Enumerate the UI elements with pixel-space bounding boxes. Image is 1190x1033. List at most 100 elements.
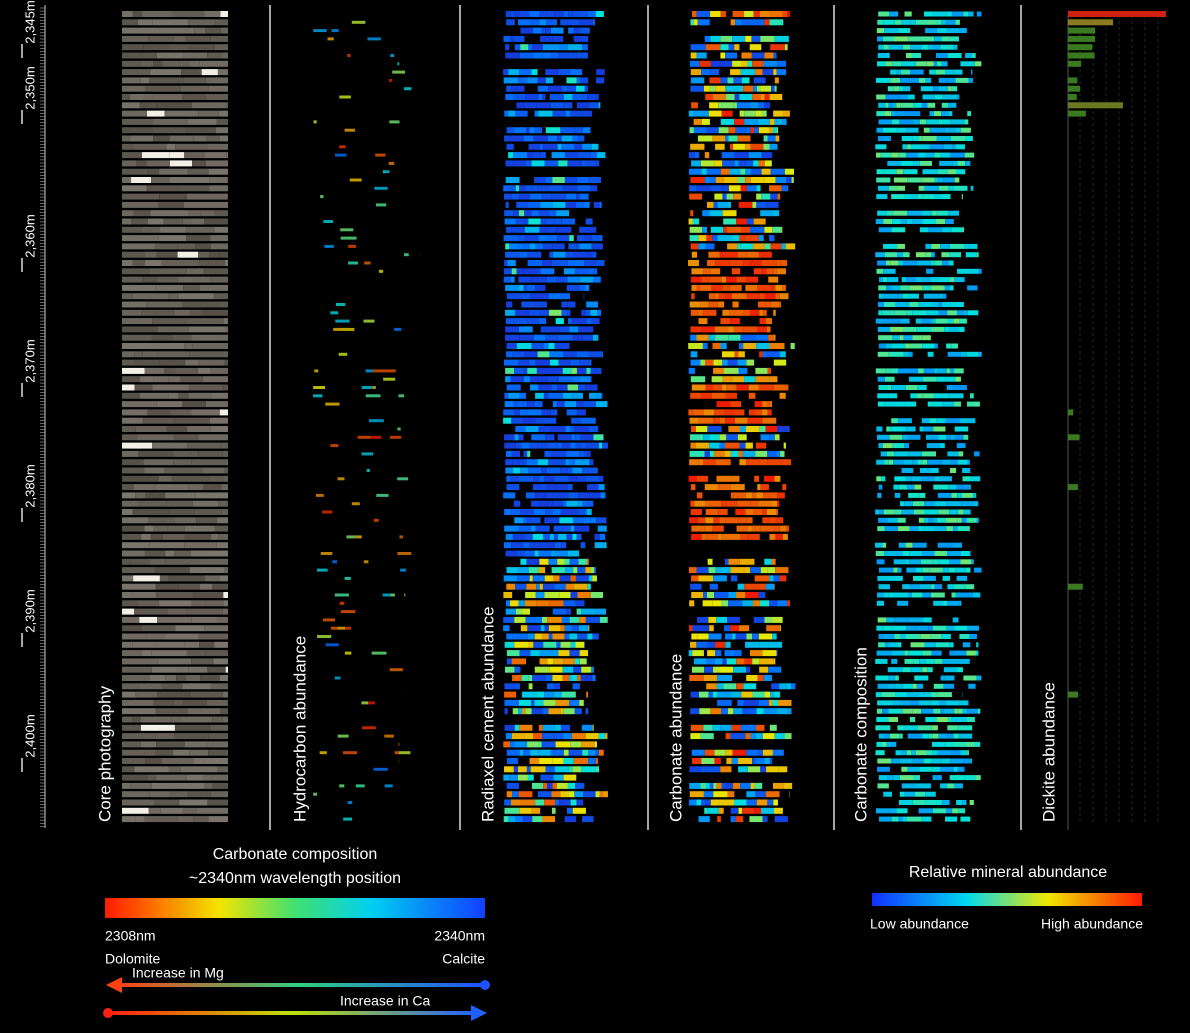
spectral-pixel xyxy=(876,476,881,481)
spectral-pixel xyxy=(586,219,593,225)
spectral-pixel xyxy=(544,451,550,457)
core-photo xyxy=(193,816,208,822)
spectral-pixel xyxy=(927,61,934,66)
core-photo xyxy=(170,791,188,797)
spectral-pixel xyxy=(577,77,581,83)
spectral-pixel xyxy=(573,351,577,357)
spectral-pixel xyxy=(576,202,583,208)
spectral-pixel xyxy=(934,153,940,158)
spectral-pixel xyxy=(914,103,922,108)
spectral-pixel xyxy=(516,202,528,208)
dickite-bar xyxy=(1068,44,1092,50)
spectral-pixel xyxy=(538,501,552,507)
spectral-pixel xyxy=(785,44,788,50)
spectral-pixel xyxy=(759,385,770,391)
spectral-pixel xyxy=(746,675,757,681)
spectral-pixel xyxy=(922,169,937,174)
spectral-pixel xyxy=(731,567,745,573)
spectral-pixel xyxy=(547,683,554,689)
core-photo xyxy=(137,501,167,507)
spectral-pixel xyxy=(580,650,588,656)
core-photo xyxy=(208,169,228,175)
spectral-pixel xyxy=(940,443,945,448)
spectral-pixel xyxy=(557,136,561,142)
core-photo xyxy=(122,368,145,374)
spectral-pixel xyxy=(938,493,952,498)
spectral-pixel xyxy=(978,269,981,274)
spectral-pixel xyxy=(878,335,893,340)
core-photo xyxy=(184,202,202,208)
spectral-pixel xyxy=(930,128,945,133)
spectral-pixel xyxy=(551,750,564,756)
core-photo xyxy=(157,401,183,407)
spectral-pixel xyxy=(911,750,916,755)
core-photo xyxy=(207,53,221,59)
spectral-pixel xyxy=(770,44,785,50)
spectral-pixel xyxy=(885,252,897,257)
spectral-pixel xyxy=(954,767,958,772)
spectral-pixel xyxy=(599,443,602,449)
spectral-pixel xyxy=(935,476,940,481)
spectral-pixel xyxy=(507,791,512,797)
spectral-pixel xyxy=(941,252,949,257)
spectral-pixel xyxy=(932,402,943,407)
spectral-pixel xyxy=(755,783,763,789)
core-photo xyxy=(159,202,184,208)
spectral-pixel xyxy=(585,310,590,316)
spectral-pixel xyxy=(532,343,544,349)
core-photo xyxy=(134,766,168,772)
spectral-pixel xyxy=(932,319,936,324)
spectral-pixel xyxy=(927,443,940,448)
spectral-pixel xyxy=(878,443,882,448)
spectral-pixel xyxy=(564,775,577,781)
core-photo xyxy=(152,385,160,391)
core-photo xyxy=(122,351,135,357)
core-photo xyxy=(122,277,143,283)
core-photo xyxy=(147,634,165,640)
spectral-pixel xyxy=(601,393,602,399)
spectral-pixel xyxy=(323,220,333,223)
core-photo xyxy=(189,326,226,332)
spectral-pixel xyxy=(758,750,763,756)
spectral-pixel xyxy=(958,526,970,531)
spectral-pixel xyxy=(562,310,568,316)
spectral-pixel xyxy=(374,187,387,190)
spectral-pixel xyxy=(953,186,967,191)
spectral-pixel xyxy=(774,385,786,391)
spectral-pixel xyxy=(922,667,927,672)
spectral-pixel xyxy=(575,783,584,789)
spectral-pixel xyxy=(715,86,725,92)
dickite-bar xyxy=(1068,11,1166,17)
spectral-pixel xyxy=(533,642,543,648)
spectral-pixel xyxy=(584,401,596,407)
spectral-pixel xyxy=(902,750,907,755)
spectral-pixel xyxy=(750,44,762,50)
spectral-pixel xyxy=(395,751,399,754)
spectral-pixel xyxy=(713,600,722,606)
spectral-pixel xyxy=(758,501,771,507)
spectral-pixel xyxy=(589,575,592,581)
spectral-pixel xyxy=(716,459,731,465)
core-photo xyxy=(122,343,158,349)
spectral-pixel xyxy=(953,385,967,390)
core-photo xyxy=(219,252,228,258)
spectral-pixel xyxy=(973,493,976,498)
spectral-pixel xyxy=(736,277,746,283)
spectral-pixel xyxy=(719,418,725,424)
spectral-pixel xyxy=(714,194,722,200)
spectral-pixel xyxy=(532,675,546,681)
core-photo xyxy=(204,625,228,631)
spectral-pixel xyxy=(899,759,912,764)
spectral-pixel xyxy=(752,758,755,764)
spectral-pixel xyxy=(936,53,948,58)
spectral-pixel xyxy=(504,766,514,772)
spectral-pixel xyxy=(768,409,772,415)
spectral-pixel xyxy=(505,44,509,50)
spectral-pixel xyxy=(731,19,736,25)
core-photo xyxy=(179,800,207,806)
spectral-pixel xyxy=(589,625,590,631)
spectral-pixel xyxy=(575,658,580,664)
spectral-pixel xyxy=(528,44,532,50)
spectral-pixel xyxy=(774,808,783,814)
core-photo xyxy=(165,492,196,498)
